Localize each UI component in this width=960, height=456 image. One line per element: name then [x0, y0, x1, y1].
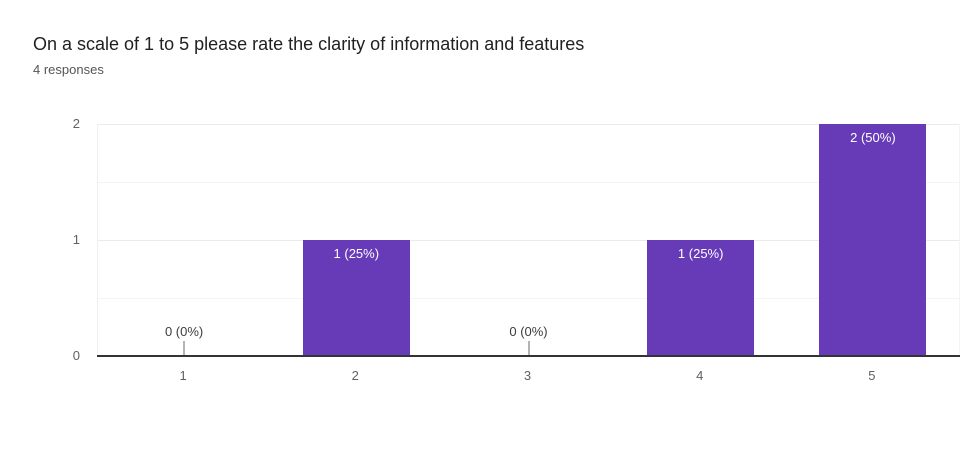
y-axis-label-1: 1: [72, 232, 80, 247]
bar-rating-2[interactable]: 1 (25%): [302, 240, 410, 356]
bar-value-label: 2 (50%): [850, 130, 896, 145]
y-axis-label-0: 0: [72, 348, 80, 363]
bar-value-label: 0 (0%): [164, 324, 204, 339]
zero-tick-mark: [183, 341, 186, 355]
minor-gridline: [98, 298, 959, 299]
x-axis-label-2: 2: [351, 368, 359, 383]
x-axis-label-3: 3: [523, 368, 532, 383]
major-gridline: [98, 240, 959, 241]
major-gridline: [98, 124, 959, 125]
bar-value-label: 1 (25%): [677, 246, 724, 261]
responses-count: 4 responses: [33, 62, 104, 77]
x-axis-baseline: [97, 355, 960, 357]
bar-value-label: 0 (0%): [509, 324, 548, 339]
x-axis-label-5: 5: [868, 368, 876, 383]
question-title: On a scale of 1 to 5 please rate the cla…: [33, 34, 585, 54]
bar-chart-plot-area: 0 (0%) 1 (25%) 0 (0%) 1 (25%) 2 (50%): [97, 124, 960, 357]
bar-rating-5[interactable]: 2 (50%): [819, 124, 927, 356]
bar-value-label: 1 (25%): [333, 246, 380, 261]
minor-gridline: [98, 182, 959, 183]
x-axis-label-4: 4: [696, 368, 704, 383]
bar-rating-4[interactable]: 1 (25%): [647, 240, 755, 356]
y-axis-label-2: 2: [72, 116, 80, 131]
x-axis-label-1: 1: [179, 368, 187, 383]
zero-tick-mark: [527, 341, 530, 355]
